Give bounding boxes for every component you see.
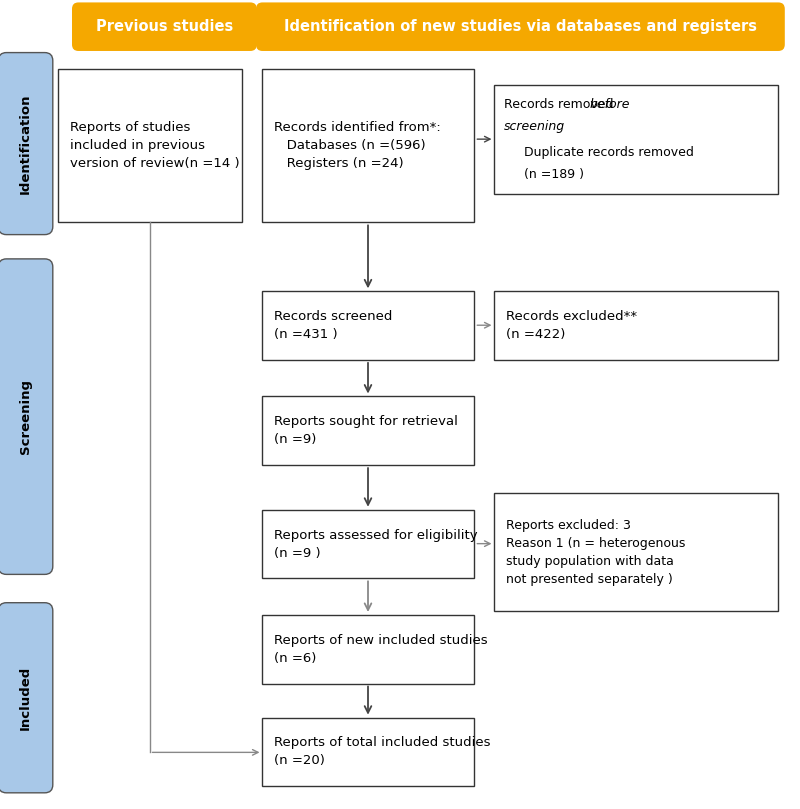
FancyBboxPatch shape: [262, 615, 474, 684]
Text: Records identified from*:
   Databases (n =(596)
   Registers (n =24): Records identified from*: Databases (n =…: [274, 121, 441, 170]
Text: Reports excluded: 3
Reason 1 (n = heterogenous
study population with data
not pr: Reports excluded: 3 Reason 1 (n = hetero…: [506, 519, 686, 586]
Text: Included: Included: [19, 666, 32, 730]
FancyBboxPatch shape: [262, 69, 474, 222]
Text: Duplicate records removed: Duplicate records removed: [524, 146, 694, 159]
Text: Records screened
(n =431 ): Records screened (n =431 ): [274, 310, 393, 341]
Text: Previous studies: Previous studies: [96, 19, 233, 34]
FancyBboxPatch shape: [72, 2, 257, 51]
Text: screening: screening: [504, 120, 565, 133]
Text: before: before: [590, 98, 630, 111]
FancyBboxPatch shape: [0, 603, 53, 793]
FancyBboxPatch shape: [0, 53, 53, 235]
Text: Records excluded**
(n =422): Records excluded** (n =422): [506, 310, 638, 341]
FancyBboxPatch shape: [262, 291, 474, 360]
Text: :: :: [556, 120, 560, 133]
Text: Records removed: Records removed: [504, 98, 618, 111]
FancyBboxPatch shape: [58, 69, 242, 222]
FancyBboxPatch shape: [262, 396, 474, 465]
Text: Identification of new studies via databases and registers: Identification of new studies via databa…: [284, 19, 757, 34]
Text: Reports of studies
included in previous
version of review(n =14 ): Reports of studies included in previous …: [70, 121, 239, 170]
FancyBboxPatch shape: [494, 85, 778, 194]
FancyBboxPatch shape: [262, 718, 474, 786]
Text: Reports of total included studies
(n =20): Reports of total included studies (n =20…: [274, 736, 491, 768]
Text: (n =189 ): (n =189 ): [524, 168, 584, 181]
Text: Reports sought for retrieval
(n =9): Reports sought for retrieval (n =9): [274, 415, 458, 447]
FancyBboxPatch shape: [0, 259, 53, 574]
FancyBboxPatch shape: [256, 2, 785, 51]
Text: Reports of new included studies
(n =6): Reports of new included studies (n =6): [274, 633, 488, 665]
FancyBboxPatch shape: [262, 510, 474, 578]
Text: Reports assessed for eligibility
(n =9 ): Reports assessed for eligibility (n =9 ): [274, 528, 478, 560]
Text: Screening: Screening: [19, 379, 32, 454]
FancyBboxPatch shape: [494, 291, 778, 360]
Text: Identification: Identification: [19, 93, 32, 194]
FancyBboxPatch shape: [494, 493, 778, 611]
